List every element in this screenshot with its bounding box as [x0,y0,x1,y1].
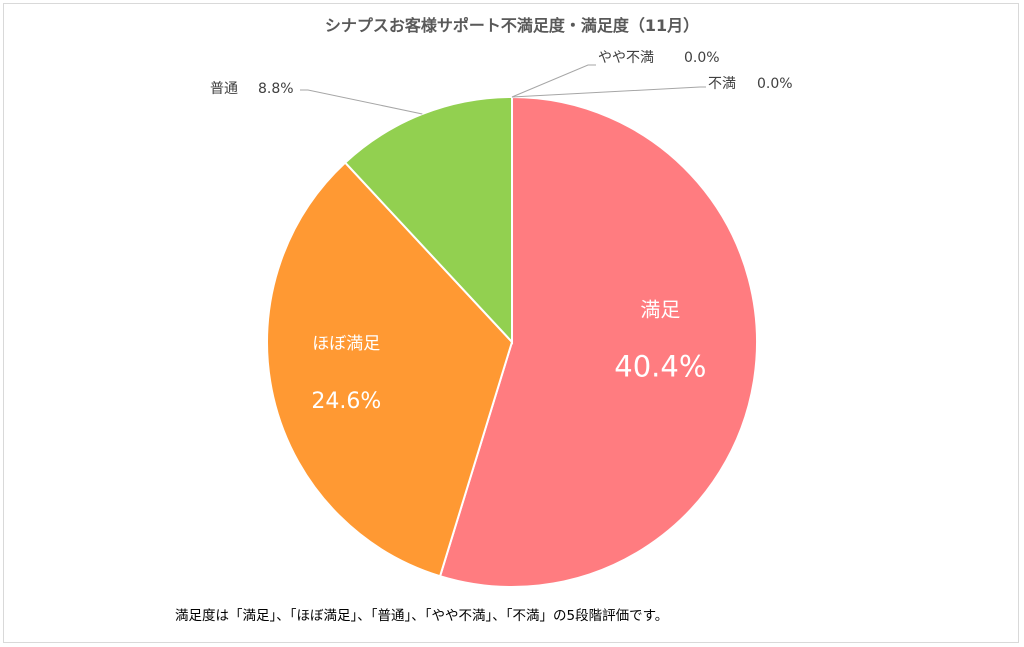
pie-slices [266,95,758,588]
slice-value-3: 0.0% [684,50,720,66]
slice-value-4: 0.0% [757,76,793,92]
pie-slice-2 [343,95,513,345]
slice-label-2: 普通 [210,81,238,97]
leader-line-3 [511,64,596,98]
leader-line-2 [300,89,423,115]
slice-value-0: 40.4% [614,349,706,383]
pie-slice-0 [438,95,758,588]
pie-slice-1 [266,161,514,578]
chart-title: シナプスお客様サポート不満足度・満足度（11月） [324,16,700,35]
slice-value-1: 24.6% [311,389,381,414]
slice-label-4: 不満 [708,76,736,92]
slice-label-3: やや不満 [598,50,654,66]
slice-label-1: ほぼ満足 [312,334,380,354]
footnote: 満足度は「満足」、「ほぼ満足」、「普通」、「やや不満」、「不満」の5段階評価です… [175,608,669,624]
slice-labels: 満足 40.4% ほぼ満足 24.6% 普通 8.8% やや不満 0.0% 不満 0.0% [210,50,793,414]
leader-line-4 [511,86,706,98]
leader-lines [300,64,706,115]
slice-value-2: 8.8% [258,81,294,97]
slice-label-0: 満足 [640,297,680,321]
